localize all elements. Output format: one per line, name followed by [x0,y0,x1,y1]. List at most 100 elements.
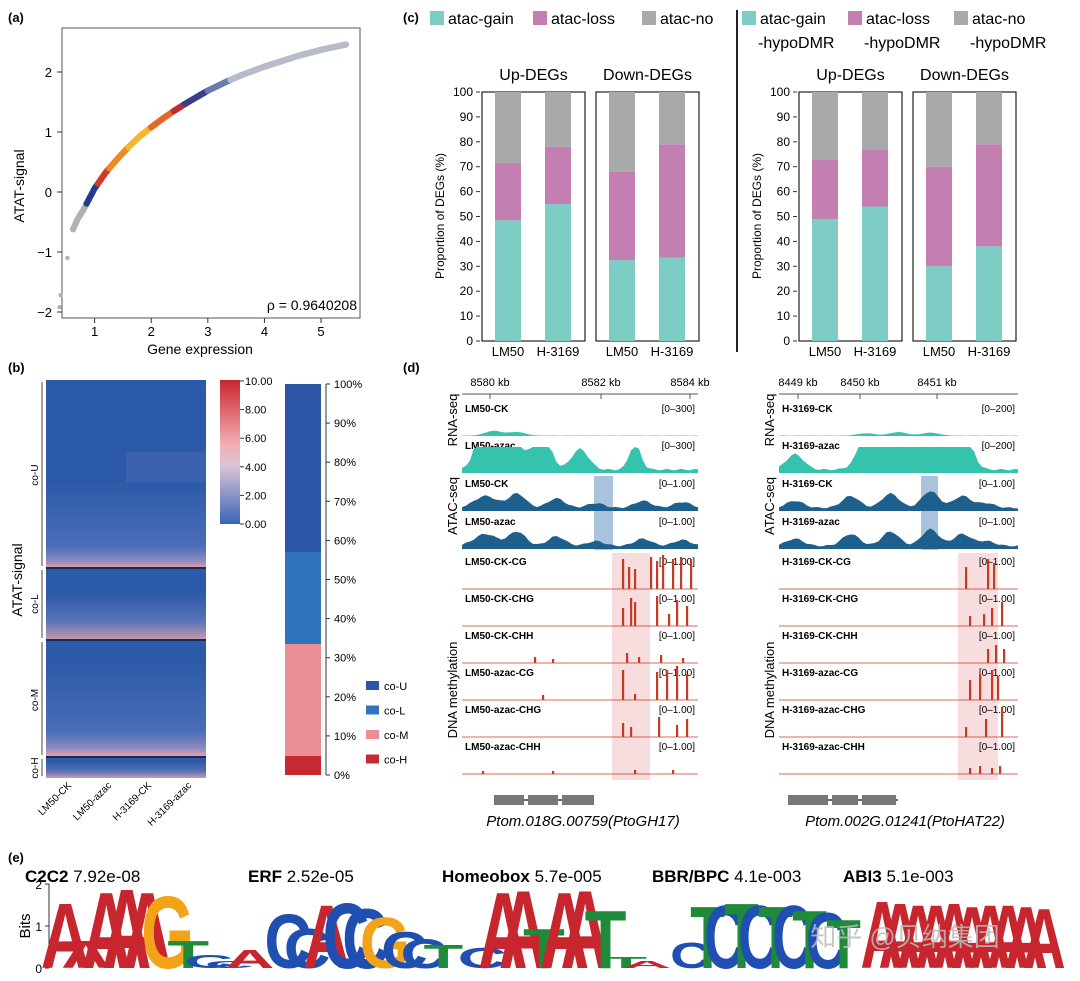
legend-swatch [848,11,862,25]
heatmap-coU-band [126,452,206,482]
motif-letter: C [381,922,428,979]
d-track-range: [0–200] [982,441,1016,452]
d-methyl-bar [630,727,633,737]
d-gene-exon [788,795,828,805]
d-gene-exon [832,795,858,805]
motif-letter: A [123,871,172,981]
c-ytick-label: 50 [777,210,791,224]
e-ytick-label: 1 [35,920,42,934]
d-methyl-bar [672,770,675,774]
d-track-range: [0–1.00] [659,479,695,490]
motif-letter: A [560,868,609,981]
d-methyl-bar [1001,602,1004,626]
row-group-label: co-H [30,757,41,778]
d-methyl-bar [676,725,679,737]
d-methyl-bar [680,557,683,589]
c-facet-title: Down-DEGs [603,67,692,84]
d-methyl-bar [999,766,1002,774]
c-xlabel: LM50 [809,344,842,359]
d-track-name: H-3169-CK-CG [782,557,851,568]
colorbar-tick-label: 8.00 [245,405,266,417]
panel-a-points [57,41,350,310]
c-ylabel: Proportion of DEGs (%) [433,153,447,279]
c-bar-segment [862,149,888,207]
legend-swatch [366,754,379,764]
pct-tick-label: 30% [334,653,356,665]
motif-letter: A [968,888,1011,981]
colorbar-ticks: 10.00 8.00 6.00 4.00 2.00 0.00 [240,376,273,531]
c-ytick-label: 0 [466,334,473,348]
motif-letter: A [622,959,671,970]
panel-a-xticks: 1 2 3 4 5 [91,318,325,339]
motif-letter: C [264,899,311,981]
c-facet-title: Up-DEGs [816,67,884,84]
c-bar-segment [659,257,685,341]
legend-label: atac-loss [551,11,615,28]
d-methyl-bar [682,658,685,663]
motif-letter: A [61,933,110,976]
d-methyl-bar [542,695,545,700]
d-methyl-bar [686,606,689,626]
d-methyl-bar [622,670,625,700]
motif-letter: T [690,888,725,981]
c-bar-segment [609,92,635,172]
panel-d-label: (d) [403,360,420,375]
c-ytick-label: 10 [460,309,474,323]
c-bar-segment [976,246,1002,341]
d-track-range: [0–1.00] [979,557,1015,568]
panel-b-label: (b) [8,360,25,375]
d-methyl-bar [622,723,625,737]
c-ylabel: Proportion of DEGs (%) [750,153,764,279]
d-track-range: [0–1.00] [659,705,695,716]
colorbar-tick-label: 10.00 [245,376,273,388]
d-track-range: [0–1.00] [659,517,695,528]
panel-d: (d) 8580 kb 8582 kb 8584 kb RNA-seq ATAC-seq… [403,360,1018,830]
d-gene-name: Ptom.002G.01241(PtoHAT22) [805,813,1005,830]
d-methyl-bar [634,770,637,774]
c-xlabel: H-3169 [854,344,897,359]
c-ytick-label: 20 [460,284,474,298]
e-motif-title: ABI3 5.1e-003 [843,867,954,886]
panel-c-label: (c) [403,10,419,25]
motif-letter: A [478,871,527,981]
motif-letter: A [499,868,548,981]
motif-letter: T [585,894,627,981]
c-bar-segment [862,206,888,341]
pct-coM [285,644,321,756]
panel-c: (c) atac-gain atac-loss atac-no atac-gain -… [403,10,1046,359]
colorbar-tick-label: 4.00 [245,462,266,474]
d-group-label: DNA methylation [762,642,777,739]
motif-family: Homeobox [442,867,530,886]
a-ytick-label: 2 [45,65,52,80]
d-atac-track [779,528,1018,549]
panel-c-legend-left: atac-gain atac-loss atac-no [430,11,713,28]
d-methyl-bar [985,719,988,737]
motif-family: ERF [248,867,282,886]
c-ytick-label: 10 [777,309,791,323]
d-track-range: [0–1.00] [979,705,1015,716]
motif-letter: C [400,931,447,977]
colorbar-tick-label: 0.00 [245,519,266,531]
c-xlabel: H-3169 [537,344,580,359]
c-xlabel: LM50 [492,344,525,359]
c-ytick-label: 30 [460,259,474,273]
a-xtick-label: 1 [91,324,98,339]
e-ylabel: Bits [17,913,34,938]
motif-letter: C [184,952,233,972]
a-point [57,305,62,310]
a-xtick-label: 4 [261,324,268,339]
c-bar-segment [976,92,1002,145]
motif-pvalue: 7.92e-08 [68,867,140,886]
panel-b-legend: co-U co-L co-M co-H [366,681,408,767]
heatmap-coM-fill [46,660,206,756]
d-track-range: [0–1.00] [659,631,695,642]
d-track-range: [0–1.00] [659,594,695,605]
heatmap-column-label: LM50-CK [36,780,74,818]
pct-tick-label: 90% [334,418,356,430]
c-bar-segment [609,260,635,341]
d-methyl-bar [622,608,625,626]
d-methyl-bar [626,653,629,663]
motif-letter: A [225,945,274,974]
d-track-name: H-3169-azac [782,517,840,528]
e-ytick-label: 2 [35,878,42,892]
